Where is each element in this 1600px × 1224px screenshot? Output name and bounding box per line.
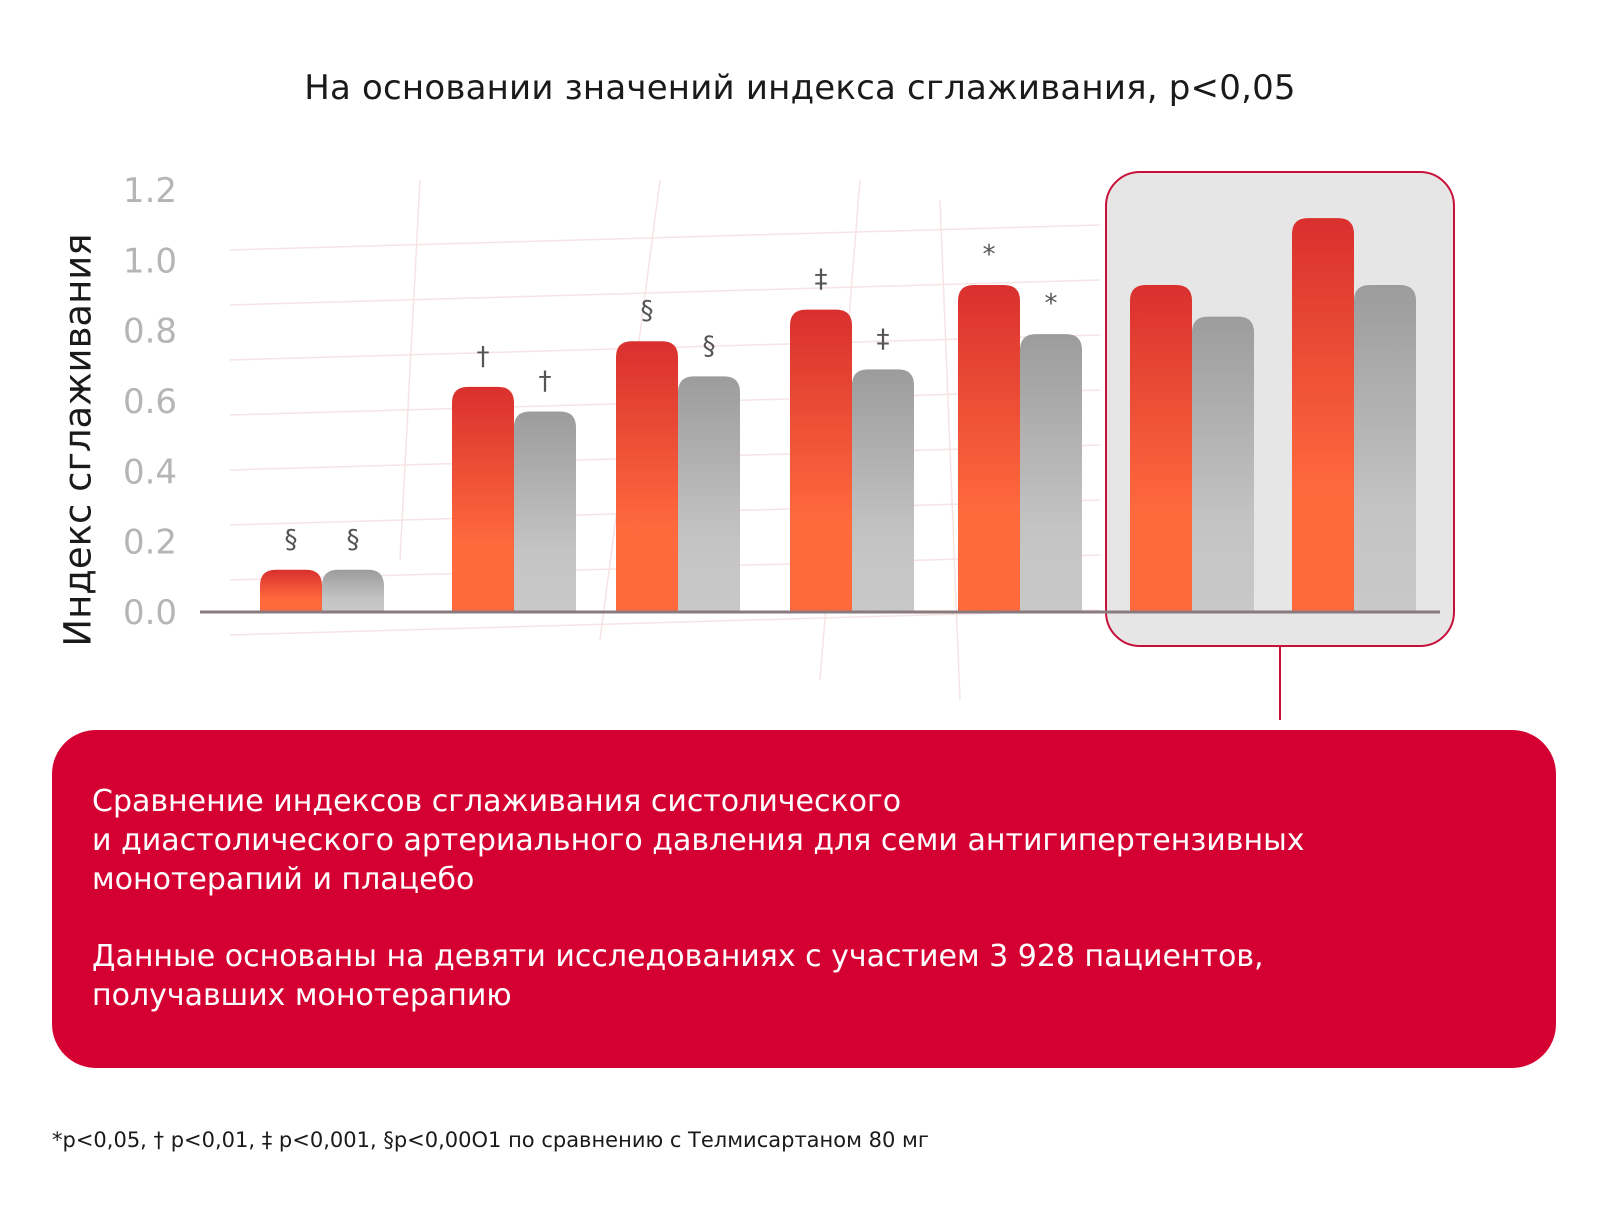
bar: [1130, 284, 1192, 612]
significance-marker: ‡: [877, 324, 890, 354]
bar: [958, 284, 1020, 612]
y-tick-label: 1.0: [123, 241, 177, 281]
bar: [260, 569, 322, 612]
footnote: *p<0,05, † p<0,01, ‡ p<0,001, §p<0,00О1 …: [52, 1128, 929, 1152]
bar: [514, 411, 576, 612]
bar: [852, 369, 914, 612]
info-paragraph-1: Сравнение индексов сглаживания систоличе…: [92, 784, 1305, 897]
significance-marker: *: [983, 240, 996, 270]
y-tick-label: 0.8: [123, 312, 177, 352]
y-tick-label: 0.6: [123, 382, 177, 422]
bar: [1020, 334, 1082, 612]
significance-marker: §: [285, 525, 298, 555]
significance-marker: §: [703, 331, 716, 361]
bar: [1192, 316, 1254, 612]
bar: [1354, 284, 1416, 612]
bar-chart: 0.0 0.2 0.4 0.6 0.8 1.0 1.2 § § † † § § ‡ ‡ * *: [123, 171, 1455, 720]
bar: [322, 569, 384, 612]
significance-marker: †: [477, 342, 490, 372]
significance-marker: ‡: [815, 265, 828, 295]
y-tick-label: 1.2: [123, 171, 177, 211]
significance-marker: *: [1045, 289, 1058, 319]
bar: [790, 309, 852, 612]
y-axis-ticks: 0.0 0.2 0.4 0.6 0.8 1.0 1.2: [123, 171, 177, 633]
chart-title: На основании значений индекса сглаживани…: [304, 68, 1296, 108]
bar: [452, 386, 514, 612]
info-box: Сравнение индексов сглаживания систоличе…: [52, 730, 1556, 1068]
significance-marker: †: [539, 367, 552, 397]
y-tick-label: 0.4: [123, 452, 177, 492]
significance-marker: §: [347, 525, 360, 555]
y-tick-label: 0.0: [123, 593, 177, 633]
significance-marker: §: [641, 296, 654, 326]
bar: [678, 376, 740, 612]
bar: [1292, 218, 1354, 612]
info-paragraph-2: Данные основаны на девяти исследованиях …: [92, 939, 1264, 1013]
bar: [616, 341, 678, 612]
y-tick-label: 0.2: [123, 523, 177, 563]
bars: § § † † § § ‡ ‡ * *: [260, 218, 1416, 612]
